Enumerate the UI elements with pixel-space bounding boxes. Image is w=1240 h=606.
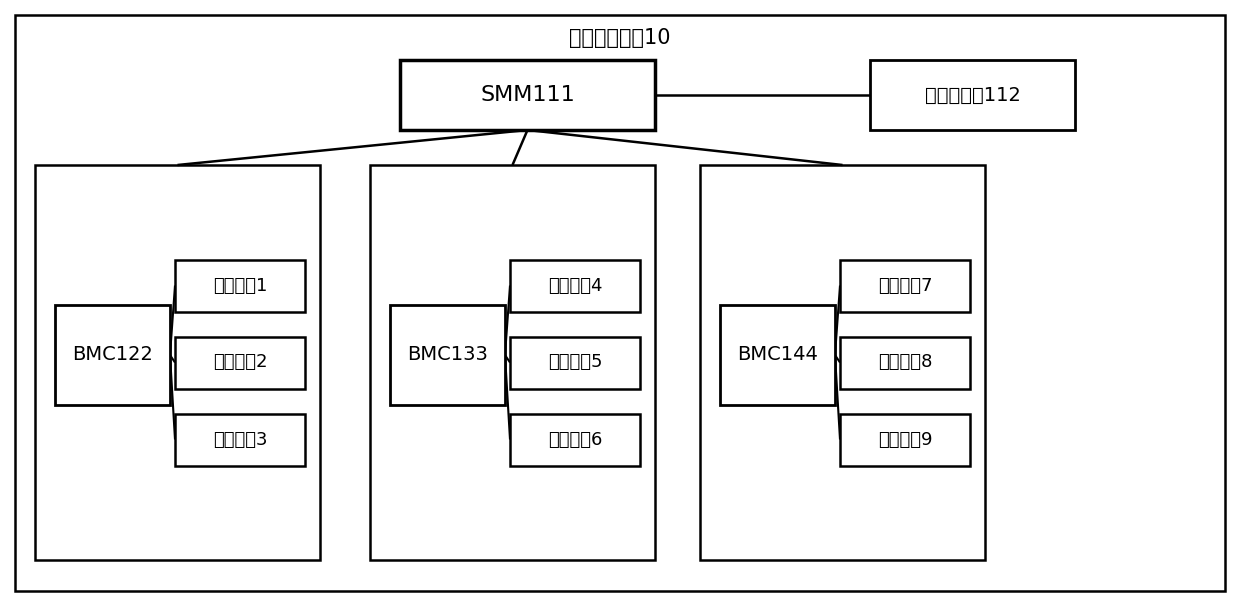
Bar bbox=[701, 165, 985, 560]
Bar bbox=[510, 413, 640, 465]
Bar bbox=[720, 305, 835, 405]
Text: 厂商服务器112: 厂商服务器112 bbox=[925, 85, 1021, 104]
Text: 第四固件4: 第四固件4 bbox=[548, 276, 603, 295]
Bar bbox=[370, 165, 655, 560]
Bar bbox=[175, 336, 305, 388]
Text: 第六固件6: 第六固件6 bbox=[548, 430, 603, 448]
Text: 第二固件2: 第二固件2 bbox=[213, 353, 268, 371]
Text: SMM111: SMM111 bbox=[480, 85, 575, 105]
Bar bbox=[510, 259, 640, 311]
Text: BMC122: BMC122 bbox=[72, 345, 153, 364]
Bar bbox=[839, 259, 970, 311]
Bar bbox=[870, 60, 1075, 130]
Text: BMC133: BMC133 bbox=[407, 345, 487, 364]
Text: 第一固件1: 第一固件1 bbox=[213, 276, 267, 295]
Bar bbox=[401, 60, 655, 130]
Bar bbox=[391, 305, 505, 405]
Bar bbox=[839, 413, 970, 465]
Text: 第五固件5: 第五固件5 bbox=[548, 353, 603, 371]
Text: 固件升级系统10: 固件升级系统10 bbox=[569, 28, 671, 48]
Bar bbox=[175, 413, 305, 465]
Text: 第九固件9: 第九固件9 bbox=[878, 430, 932, 448]
Text: 第七固件8: 第七固件8 bbox=[878, 353, 932, 371]
Bar bbox=[839, 336, 970, 388]
Text: BMC144: BMC144 bbox=[737, 345, 818, 364]
Bar bbox=[55, 305, 170, 405]
Bar bbox=[175, 259, 305, 311]
Text: 第七固件7: 第七固件7 bbox=[878, 276, 932, 295]
Text: 第三固件3: 第三固件3 bbox=[213, 430, 268, 448]
Bar bbox=[35, 165, 320, 560]
Bar bbox=[510, 336, 640, 388]
